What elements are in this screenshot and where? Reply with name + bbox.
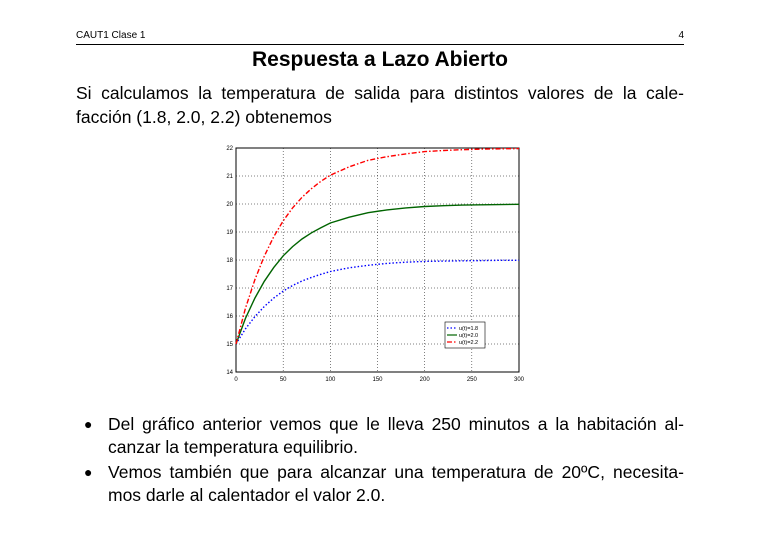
series-line [235, 259, 519, 345]
series-line [235, 203, 520, 345]
y-tick-label: 20 [226, 202, 233, 208]
x-tick-label: 200 [420, 377, 431, 383]
chart-ticks: 0 50 100 150 200 250 300 14 15 16 17 18 19 20 21 22 [226, 146, 524, 383]
x-tick-label: 100 [325, 377, 336, 383]
legend-label: u(t)=2.0 [459, 333, 478, 339]
bullet-1-line-2: canzar la temperatura equilibrio. [108, 437, 358, 457]
bullet-dot-icon: ● [84, 464, 93, 480]
legend-label: u(t)=1.8 [459, 326, 478, 332]
y-tick-label: 19 [226, 230, 233, 236]
x-tick-label: 0 [234, 377, 238, 383]
slide-header: CAUT1 Clase 1 4 [76, 30, 684, 44]
x-tick-label: 150 [372, 377, 383, 383]
y-tick-label: 22 [226, 146, 233, 152]
x-tick-label: 300 [514, 377, 525, 383]
y-tick-label: 14 [226, 370, 233, 376]
bullet-1-line-1: Del gráfico anterior vemos que le lleva … [108, 414, 684, 434]
chart-series [235, 147, 520, 345]
intro-line-2: facción (1.8, 2.0, 2.2) obtenemos [76, 107, 332, 127]
intro-line-1: Si calculamos la temperatura de salida p… [76, 83, 684, 103]
temperature-response-chart: 0 50 100 150 200 250 300 14 15 16 17 18 19 20 21 22 u(t… [226, 146, 524, 383]
page-number: 4 [678, 30, 684, 41]
chart-legend: u(t)=1.8u(t)=2.0u(t)=2.2 [444, 321, 486, 349]
bullet-item: ● Del gráfico anterior vemos que le llev… [76, 413, 684, 459]
y-tick-label: 18 [226, 258, 233, 264]
intro-paragraph: Si calculamos la temperatura de salida p… [76, 81, 684, 129]
x-tick-label: 50 [280, 377, 287, 383]
x-tick-label: 250 [467, 377, 478, 383]
y-tick-label: 17 [226, 286, 233, 292]
bullet-item: ● Vemos también que para alcanzar una te… [76, 461, 684, 507]
bullet-2-line-1: Vemos también que para alcanzar una temp… [108, 462, 684, 482]
legend-label: u(t)=2.2 [459, 340, 478, 346]
y-tick-label: 16 [226, 314, 233, 320]
y-tick-label: 21 [226, 174, 233, 180]
bullet-list: ● Del gráfico anterior vemos que le llev… [76, 413, 684, 509]
slide-title: Respuesta a Lazo Abierto [252, 48, 508, 71]
y-tick-label: 15 [226, 342, 233, 348]
header-rule [76, 44, 684, 45]
series-line [235, 147, 520, 345]
course-label: CAUT1 Clase 1 [76, 30, 146, 41]
bullet-2-line-2: mos darle al calentador el valor 2.0. [108, 485, 386, 505]
bullet-dot-icon: ● [84, 416, 93, 432]
